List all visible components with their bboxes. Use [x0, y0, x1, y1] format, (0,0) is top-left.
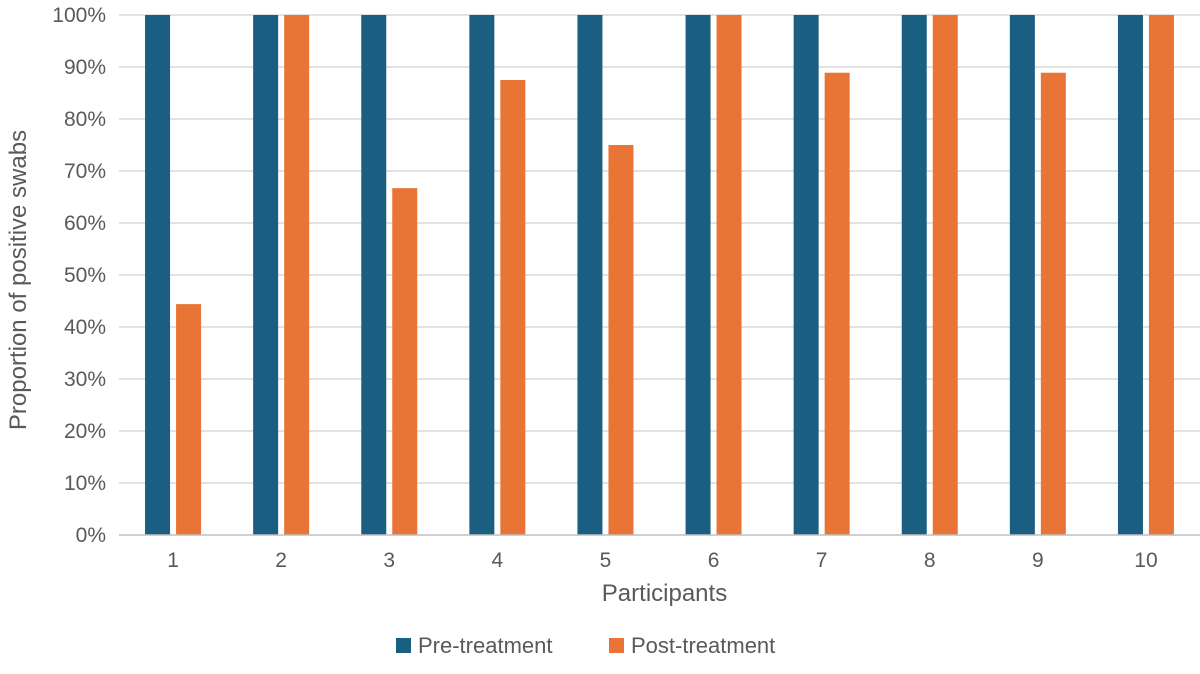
y-tick-label: 50% [64, 264, 106, 287]
x-axis-ticks: 1 2 3 4 5 6 7 8 9 10 [167, 549, 1157, 572]
y-tick-label: 70% [64, 160, 106, 183]
x-tick-label: 8 [924, 549, 936, 572]
bar-post-treatment-7 [824, 72, 850, 535]
y-tick-label: 90% [64, 56, 106, 79]
bar-pre-treatment-1 [145, 15, 171, 535]
x-tick-label: 1 [167, 549, 179, 572]
y-tick-label: 20% [64, 420, 106, 443]
x-tick-label: 7 [816, 549, 828, 572]
y-tick-label: 60% [64, 212, 106, 235]
bar-pre-treatment-9 [1009, 15, 1035, 535]
bar-pre-treatment-2 [253, 15, 279, 535]
x-tick-label: 10 [1134, 549, 1157, 572]
bars [145, 15, 1174, 535]
bar-post-treatment-8 [932, 15, 958, 535]
bar-post-treatment-6 [716, 15, 742, 535]
bar-pre-treatment-10 [1117, 15, 1143, 535]
x-tick-label: 5 [600, 549, 612, 572]
bar-post-treatment-1 [176, 304, 202, 535]
y-axis-ticks: 0% 10% 20% 30% 40% 50% 60% 70% 80% 90% 100% [52, 4, 106, 547]
bar-pre-treatment-6 [685, 15, 711, 535]
legend-swatch-pre-treatment [396, 638, 411, 653]
bar-post-treatment-3 [392, 188, 418, 535]
x-axis-title: Participants [602, 580, 727, 607]
x-tick-label: 9 [1032, 549, 1044, 572]
y-tick-label: 100% [52, 4, 106, 27]
bar-pre-treatment-3 [361, 15, 387, 535]
bar-pre-treatment-5 [577, 15, 603, 535]
legend-swatch-post-treatment [609, 638, 624, 653]
bar-post-treatment-9 [1040, 72, 1066, 535]
bar-pre-treatment-8 [901, 15, 927, 535]
y-tick-label: 40% [64, 316, 106, 339]
legend-label-post-treatment: Post-treatment [631, 633, 775, 658]
legend-label-pre-treatment: Pre-treatment [418, 633, 553, 658]
x-tick-label: 4 [492, 549, 504, 572]
legend: Pre-treatment Post-treatment [396, 633, 775, 658]
gridlines [119, 14, 1200, 484]
bar-post-treatment-4 [500, 80, 526, 535]
bar-post-treatment-5 [608, 145, 634, 535]
y-tick-label: 0% [76, 524, 106, 547]
x-tick-label: 6 [708, 549, 720, 572]
x-tick-label: 3 [383, 549, 395, 572]
y-tick-label: 80% [64, 108, 106, 131]
x-tick-label: 2 [275, 549, 287, 572]
y-axis-title: Proportion of positive swabs [5, 130, 32, 430]
bar-pre-treatment-4 [469, 15, 495, 535]
bar-pre-treatment-7 [793, 15, 819, 535]
bar-post-treatment-2 [284, 15, 310, 535]
y-tick-label: 30% [64, 368, 106, 391]
y-tick-label: 10% [64, 472, 106, 495]
bar-post-treatment-10 [1148, 15, 1174, 535]
